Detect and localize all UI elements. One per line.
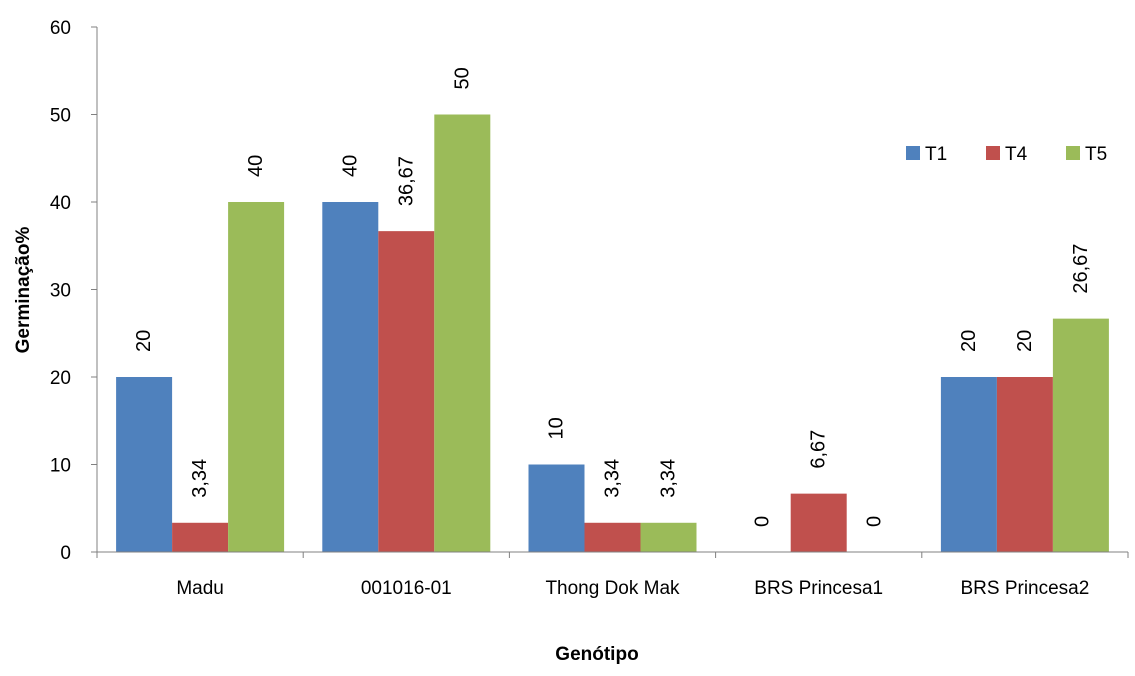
bar-T1-2	[528, 464, 585, 552]
data-label: 26,67	[1070, 244, 1092, 294]
bar-T5-2	[640, 522, 697, 552]
data-label: 6,67	[808, 430, 830, 469]
legend-label-T4: T4	[1005, 144, 1028, 165]
data-label: 3,34	[602, 459, 624, 498]
data-label: 0	[752, 516, 774, 527]
legend-label-T1: T1	[925, 144, 947, 165]
data-label: 40	[339, 155, 361, 177]
data-label: 10	[546, 417, 568, 439]
y-tick-label: 0	[60, 543, 71, 564]
legend-swatch-T4	[986, 146, 1000, 160]
y-tick-label: 10	[50, 456, 71, 477]
bar-T4-4	[996, 377, 1053, 552]
bar-T4-0	[172, 522, 229, 552]
data-label: 40	[245, 155, 267, 177]
y-axis-title: Germinação%	[13, 227, 34, 354]
x-tick-label: Madu	[176, 578, 224, 599]
x-tick-label: 001016-01	[361, 578, 452, 599]
data-label: 0	[864, 516, 886, 527]
data-label: 50	[451, 67, 473, 89]
y-tick-label: 30	[50, 281, 71, 302]
bar-T5-4	[1052, 318, 1109, 552]
bar-T4-1	[378, 231, 435, 552]
bars-group	[116, 114, 1109, 552]
data-label: 20	[133, 330, 155, 352]
x-axis-title: Genótipo	[555, 644, 638, 665]
y-tick-label: 40	[50, 193, 71, 214]
data-label: 20	[1014, 330, 1036, 352]
bar-T5-1	[434, 114, 491, 552]
bar-T4-3	[790, 493, 847, 552]
data-label: 36,67	[395, 156, 417, 206]
legend-swatch-T5	[1066, 146, 1080, 160]
x-tick-label: Thong Dok Mak	[545, 578, 680, 599]
legend-label-T5: T5	[1085, 144, 1107, 165]
y-tick-label: 50	[50, 106, 71, 127]
bar-T1-4	[940, 377, 997, 552]
bar-T1-0	[116, 377, 173, 552]
legend: T1 T4 T5	[906, 144, 1107, 165]
x-tick-label: BRS Princesa1	[754, 578, 883, 599]
bar-T5-0	[228, 202, 285, 552]
y-axis-ticks: 0 10 20 30 40 50 60	[50, 18, 97, 564]
x-axis-ticks: Madu 001016-01 Thong Dok Mak BRS Princesa1 B…	[96, 552, 1129, 599]
data-label: 20	[958, 330, 980, 352]
data-labels-group: 20 3,34 40 40 36,67 50 10 3,34 3,34 0 6,67 0 20 20 26,…	[133, 67, 1092, 527]
x-tick-label: BRS Princesa2	[960, 578, 1089, 599]
data-label: 3,34	[189, 459, 211, 498]
legend-swatch-T1	[906, 146, 920, 160]
y-tick-label: 60	[50, 18, 71, 39]
y-tick-label: 20	[50, 368, 71, 389]
bar-T1-1	[322, 202, 379, 552]
bar-T4-2	[584, 522, 641, 552]
data-label: 3,34	[658, 459, 680, 498]
